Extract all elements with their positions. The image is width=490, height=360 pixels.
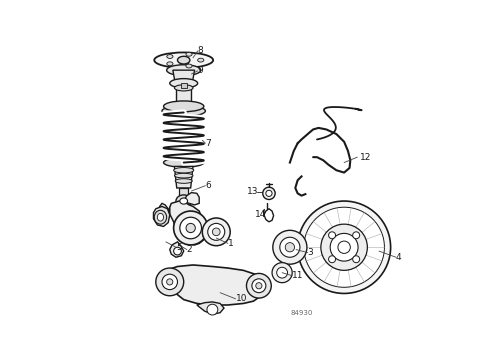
Circle shape bbox=[353, 256, 360, 263]
Text: 84930: 84930 bbox=[290, 310, 313, 316]
Ellipse shape bbox=[186, 64, 192, 68]
Ellipse shape bbox=[162, 105, 205, 116]
Ellipse shape bbox=[164, 101, 204, 112]
Circle shape bbox=[256, 283, 262, 289]
Ellipse shape bbox=[154, 53, 213, 68]
Ellipse shape bbox=[177, 56, 190, 64]
Polygon shape bbox=[176, 88, 192, 106]
Circle shape bbox=[167, 279, 173, 285]
Circle shape bbox=[266, 190, 272, 197]
Ellipse shape bbox=[176, 195, 192, 207]
Text: 6: 6 bbox=[205, 181, 211, 190]
Text: 4: 4 bbox=[396, 253, 402, 262]
Text: 8: 8 bbox=[197, 46, 203, 55]
Ellipse shape bbox=[170, 78, 197, 88]
Circle shape bbox=[304, 207, 385, 287]
Ellipse shape bbox=[167, 65, 201, 76]
Circle shape bbox=[252, 279, 266, 293]
Text: 3: 3 bbox=[308, 248, 314, 257]
Circle shape bbox=[277, 267, 288, 278]
Circle shape bbox=[173, 247, 181, 255]
Circle shape bbox=[321, 224, 368, 270]
Circle shape bbox=[353, 232, 360, 239]
Text: 2: 2 bbox=[187, 245, 193, 254]
Polygon shape bbox=[179, 188, 188, 197]
Ellipse shape bbox=[174, 85, 193, 91]
Circle shape bbox=[297, 201, 391, 293]
Text: 13: 13 bbox=[247, 187, 259, 196]
Circle shape bbox=[186, 223, 196, 233]
Polygon shape bbox=[184, 193, 199, 205]
Circle shape bbox=[202, 218, 230, 246]
Ellipse shape bbox=[174, 173, 193, 178]
Circle shape bbox=[180, 217, 201, 239]
Circle shape bbox=[208, 223, 225, 240]
Ellipse shape bbox=[154, 210, 167, 224]
Ellipse shape bbox=[197, 58, 204, 62]
Polygon shape bbox=[153, 206, 170, 226]
Ellipse shape bbox=[180, 198, 188, 204]
Text: 14: 14 bbox=[255, 210, 267, 219]
Circle shape bbox=[329, 256, 336, 263]
Ellipse shape bbox=[186, 52, 192, 56]
Polygon shape bbox=[180, 57, 188, 68]
Circle shape bbox=[280, 237, 300, 257]
Circle shape bbox=[330, 233, 358, 261]
Polygon shape bbox=[160, 203, 170, 216]
Text: 7: 7 bbox=[205, 139, 211, 148]
Polygon shape bbox=[181, 83, 187, 88]
Ellipse shape bbox=[167, 55, 173, 58]
Circle shape bbox=[156, 268, 184, 296]
Text: 9: 9 bbox=[197, 66, 203, 75]
Polygon shape bbox=[173, 70, 195, 83]
Ellipse shape bbox=[157, 213, 164, 221]
Ellipse shape bbox=[164, 158, 204, 167]
Text: 10: 10 bbox=[236, 294, 247, 303]
Text: 12: 12 bbox=[360, 153, 371, 162]
Polygon shape bbox=[174, 166, 193, 188]
Circle shape bbox=[285, 243, 294, 252]
Polygon shape bbox=[170, 242, 184, 257]
Circle shape bbox=[273, 230, 307, 264]
Polygon shape bbox=[164, 265, 264, 305]
Text: 1: 1 bbox=[228, 239, 234, 248]
Circle shape bbox=[173, 211, 208, 245]
Circle shape bbox=[338, 241, 350, 253]
Ellipse shape bbox=[167, 62, 173, 66]
Ellipse shape bbox=[173, 167, 194, 173]
Text: 5: 5 bbox=[176, 243, 182, 252]
Ellipse shape bbox=[175, 179, 192, 183]
Circle shape bbox=[207, 304, 218, 315]
Circle shape bbox=[263, 187, 275, 199]
Circle shape bbox=[329, 232, 336, 239]
Polygon shape bbox=[197, 302, 224, 314]
Text: 11: 11 bbox=[292, 271, 304, 280]
Circle shape bbox=[162, 274, 177, 289]
Polygon shape bbox=[170, 201, 205, 245]
Circle shape bbox=[212, 228, 220, 236]
Circle shape bbox=[272, 263, 292, 283]
Circle shape bbox=[246, 274, 271, 298]
